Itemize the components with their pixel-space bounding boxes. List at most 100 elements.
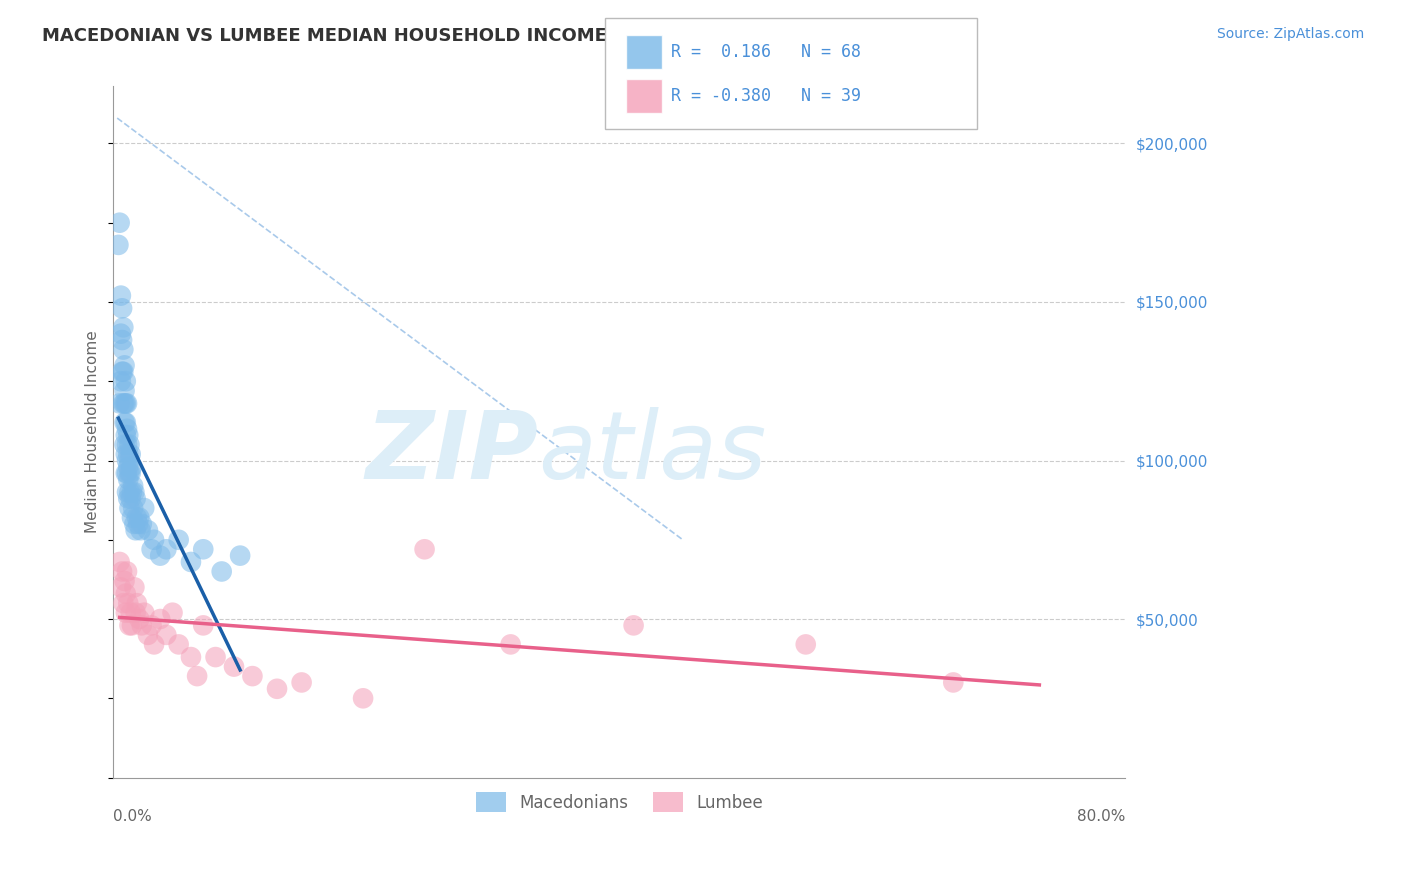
- Point: [291, 675, 314, 690]
- Text: ZIP: ZIP: [366, 407, 538, 499]
- Point: [111, 333, 134, 347]
- Point: [352, 691, 374, 706]
- Point: [122, 479, 145, 493]
- Point: [149, 549, 172, 563]
- Point: [114, 396, 136, 410]
- Point: [120, 466, 142, 480]
- Point: [107, 238, 129, 252]
- Point: [120, 447, 142, 461]
- Point: [114, 587, 136, 601]
- Point: [211, 565, 233, 579]
- Point: [128, 612, 150, 626]
- Point: [118, 618, 141, 632]
- Point: [118, 501, 141, 516]
- Point: [180, 555, 202, 569]
- Point: [222, 659, 245, 673]
- Point: [942, 675, 965, 690]
- Point: [229, 549, 252, 563]
- Point: [120, 491, 142, 506]
- Y-axis label: Median Household Income: Median Household Income: [86, 331, 100, 533]
- Point: [108, 216, 131, 230]
- Point: [118, 453, 141, 467]
- Point: [117, 596, 139, 610]
- Point: [121, 510, 143, 524]
- Point: [114, 437, 136, 451]
- Point: [112, 596, 135, 610]
- Point: [121, 618, 143, 632]
- Point: [623, 618, 645, 632]
- Point: [112, 320, 135, 334]
- Point: [121, 485, 143, 500]
- Point: [136, 523, 159, 537]
- Point: [114, 374, 136, 388]
- Point: [167, 637, 190, 651]
- Point: [115, 466, 138, 480]
- Point: [121, 459, 143, 474]
- Point: [114, 416, 136, 430]
- Point: [114, 416, 136, 430]
- Point: [115, 453, 138, 467]
- Point: [162, 606, 184, 620]
- Point: [110, 374, 132, 388]
- Point: [155, 628, 177, 642]
- Point: [141, 618, 163, 632]
- Point: [242, 669, 264, 683]
- Point: [124, 516, 146, 531]
- Point: [193, 542, 215, 557]
- Point: [134, 606, 156, 620]
- Point: [111, 301, 134, 316]
- Point: [136, 628, 159, 642]
- Point: [131, 516, 153, 531]
- Point: [186, 669, 208, 683]
- Point: [131, 618, 153, 632]
- Point: [127, 516, 149, 531]
- Point: [112, 365, 135, 379]
- Point: [115, 565, 138, 579]
- Point: [111, 565, 134, 579]
- Point: [112, 343, 135, 357]
- Text: atlas: atlas: [538, 408, 766, 499]
- Point: [111, 365, 134, 379]
- Point: [204, 650, 226, 665]
- Point: [134, 501, 156, 516]
- Point: [114, 359, 136, 373]
- Point: [114, 396, 136, 410]
- Point: [117, 428, 139, 442]
- Point: [167, 533, 190, 547]
- Point: [115, 437, 138, 451]
- Point: [124, 523, 146, 537]
- Point: [124, 580, 146, 594]
- Point: [141, 542, 163, 557]
- Point: [114, 428, 136, 442]
- Point: [117, 447, 139, 461]
- Point: [108, 555, 131, 569]
- Point: [143, 637, 166, 651]
- Text: MACEDONIAN VS LUMBEE MEDIAN HOUSEHOLD INCOME CORRELATION CHART: MACEDONIAN VS LUMBEE MEDIAN HOUSEHOLD IN…: [42, 27, 828, 45]
- Point: [794, 637, 817, 651]
- Point: [108, 396, 131, 410]
- Point: [155, 542, 177, 557]
- Text: 80.0%: 80.0%: [1077, 809, 1125, 823]
- Point: [114, 447, 136, 461]
- Point: [110, 580, 132, 594]
- Legend: Macedonians, Lumbee: Macedonians, Lumbee: [470, 785, 770, 819]
- Point: [114, 384, 136, 398]
- Point: [114, 574, 136, 588]
- Text: 0.0%: 0.0%: [114, 809, 152, 823]
- Point: [118, 437, 141, 451]
- Point: [125, 596, 148, 610]
- Point: [114, 466, 136, 480]
- Point: [118, 466, 141, 480]
- Point: [117, 473, 139, 487]
- Point: [112, 396, 135, 410]
- Point: [499, 637, 522, 651]
- Point: [120, 606, 142, 620]
- Point: [115, 396, 138, 410]
- Point: [125, 510, 148, 524]
- Point: [266, 681, 288, 696]
- Point: [110, 326, 132, 341]
- Point: [115, 485, 138, 500]
- Point: [124, 485, 146, 500]
- Text: Source: ZipAtlas.com: Source: ZipAtlas.com: [1216, 27, 1364, 41]
- Point: [117, 491, 139, 506]
